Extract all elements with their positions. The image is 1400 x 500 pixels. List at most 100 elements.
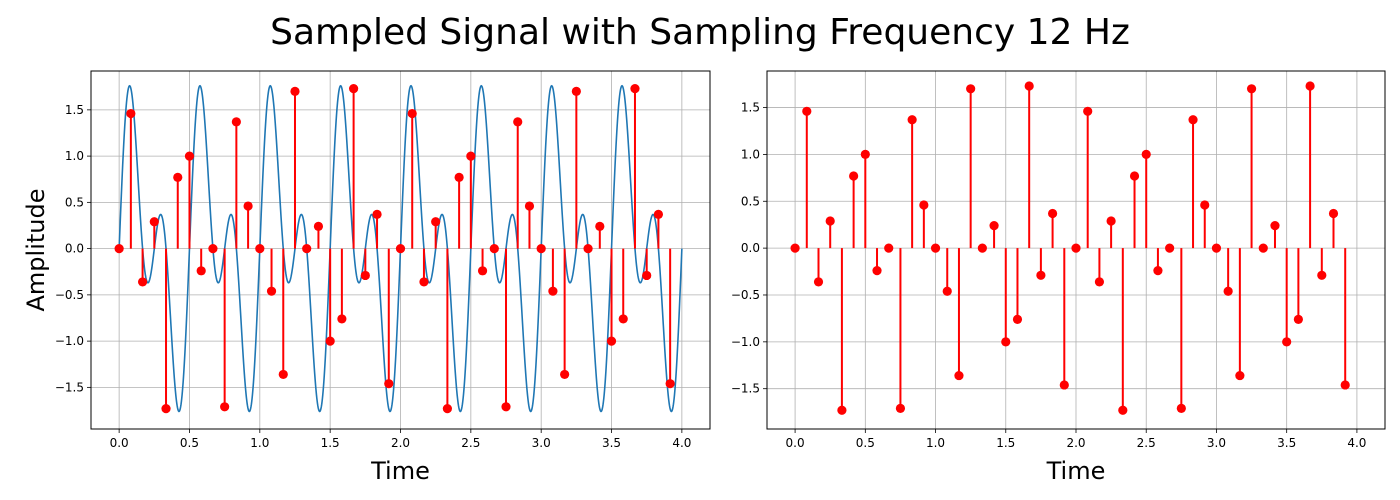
sample-point — [919, 200, 929, 210]
sample-point — [1165, 243, 1175, 253]
chart-panel-left: 0.0 0.5 1.0 1.5 2.0 2.5 3.0 3.5 4.0 −1.5 −1.0 −0.5… — [22, 70, 711, 485]
sample-point — [290, 86, 300, 96]
sample-point — [266, 286, 277, 296]
sample-point — [1223, 286, 1233, 296]
sample-point — [1129, 171, 1140, 181]
y-axis-label-left: Amplitude — [22, 189, 50, 312]
grid-right — [767, 71, 1385, 429]
sample-point — [454, 172, 464, 182]
sample-point — [407, 108, 417, 119]
sample-point — [1317, 270, 1327, 280]
sample-point — [1235, 370, 1245, 381]
x-ticks-left: 0.0 0.5 1.0 1.5 2.0 2.5 3.0 3.5 4.0 — [110, 429, 691, 450]
sample-point — [372, 209, 382, 219]
sample-point — [1340, 380, 1350, 390]
sample-point — [849, 171, 859, 181]
sample-point — [431, 217, 441, 227]
x-axis-label-left: Time — [370, 457, 430, 485]
sample-point — [278, 369, 288, 380]
sample-point — [825, 216, 835, 226]
sample-point — [1106, 216, 1116, 226]
sample-point — [606, 336, 617, 346]
sample-point — [1258, 243, 1268, 253]
sample-point — [790, 243, 800, 253]
sample-point — [114, 244, 124, 254]
sample-point — [419, 277, 429, 287]
sample-point — [1328, 208, 1339, 219]
sample-point — [977, 243, 987, 253]
sample-point — [895, 403, 906, 413]
sample-point — [255, 244, 265, 254]
x-tick-label: 1.0 — [926, 436, 945, 450]
sample-point — [1270, 221, 1280, 231]
sample-point — [653, 209, 664, 219]
plot-frame-right — [766, 70, 1386, 430]
x-tick-label: 2.5 — [461, 436, 480, 450]
sample-point — [1071, 243, 1081, 253]
y-ticks-left: −1.5 −1.0 −0.5 0.0 0.5 1.0 1.5 — [55, 103, 91, 394]
x-tick-label: 1.5 — [996, 436, 1015, 450]
x-tick-label: 0.0 — [110, 436, 129, 450]
x-tick-label: 2.0 — [1066, 436, 1085, 450]
sample-point — [208, 244, 218, 254]
y-tick-label: −1.5 — [55, 380, 84, 394]
sample-point — [349, 83, 359, 94]
sample-point — [137, 277, 148, 287]
x-ticks-right: 0.0 0.5 1.0 1.5 2.0 2.5 3.0 3.5 4.0 — [786, 429, 1366, 450]
y-tick-label: −1.0 — [731, 335, 760, 349]
sample-point — [1118, 405, 1128, 415]
sample-point — [571, 86, 581, 96]
sample-point — [149, 217, 159, 227]
x-tick-label: 3.5 — [1277, 436, 1296, 450]
x-tick-label: 0.5 — [180, 436, 199, 450]
sample-point — [231, 117, 241, 127]
sample-point — [1094, 277, 1105, 287]
sample-point — [642, 270, 652, 281]
sample-point — [536, 244, 546, 254]
sample-point — [1200, 200, 1210, 210]
sample-point — [477, 266, 488, 276]
sample-point — [872, 266, 882, 276]
y-tick-label: 1.0 — [65, 149, 84, 163]
sample-point — [1047, 208, 1058, 219]
sample-point — [313, 221, 324, 232]
sample-point — [173, 172, 183, 182]
y-tick-label: −1.5 — [731, 382, 760, 396]
sample-point — [966, 84, 976, 94]
sample-point — [466, 151, 476, 161]
sample-point — [1293, 314, 1303, 324]
sample-point — [1059, 380, 1069, 390]
x-tick-label: 2.0 — [391, 436, 410, 450]
sample-point — [1012, 314, 1023, 324]
sample-point — [942, 286, 952, 296]
x-tick-label: 3.0 — [1207, 436, 1226, 450]
y-ticks-right: −1.5 −1.0 −0.5 0.0 0.5 1.0 1.5 — [731, 101, 767, 396]
sample-point — [243, 201, 253, 211]
sample-point — [384, 379, 394, 389]
sample-point — [560, 369, 570, 380]
sample-point — [220, 402, 230, 412]
sample-point — [360, 270, 370, 281]
sample-point — [1246, 84, 1257, 94]
sample-point — [161, 404, 171, 414]
sample-point — [1176, 403, 1186, 413]
y-tick-label: 0.0 — [741, 241, 760, 255]
sample-point — [489, 244, 499, 254]
sample-point — [501, 402, 511, 412]
x-axis-label-right: Time — [1046, 457, 1106, 485]
y-tick-label: −0.5 — [55, 288, 84, 302]
sample-point — [442, 404, 452, 414]
sample-point — [184, 151, 195, 161]
sample-point — [337, 314, 347, 324]
x-tick-label: 4.0 — [672, 436, 691, 450]
sample-point — [595, 221, 605, 232]
sample-point — [196, 266, 206, 276]
sample-point — [1211, 243, 1222, 253]
y-tick-label: 0.5 — [65, 195, 84, 209]
sample-point — [630, 83, 640, 94]
figure-title: Sampled Signal with Sampling Frequency 1… — [270, 12, 1130, 53]
chart-panel-right: 0.0 0.5 1.0 1.5 2.0 2.5 3.0 3.5 4.0 −1.5 −1.0 −0.5… — [731, 70, 1386, 485]
sample-point — [325, 336, 335, 346]
x-tick-label: 0.5 — [856, 436, 875, 450]
